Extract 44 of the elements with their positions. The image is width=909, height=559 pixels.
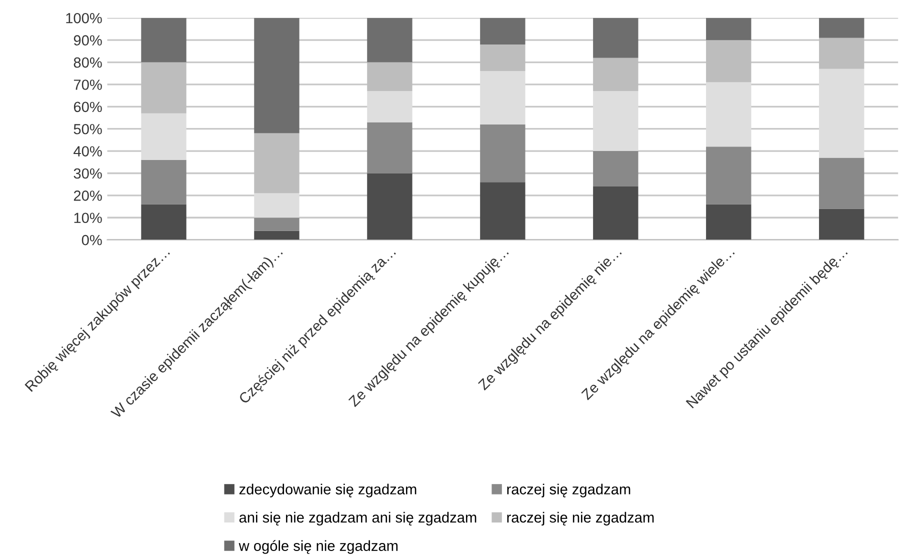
- y-tick-label: 30%: [74, 168, 102, 179]
- bar: [819, 18, 864, 38]
- y-tick-label: 20%: [74, 190, 102, 201]
- legend-label: zdecydowanie się zgadzam: [239, 484, 416, 498]
- bar: [480, 18, 526, 45]
- y-tick-label: 90%: [74, 35, 102, 46]
- y-tick-label: 50%: [74, 124, 102, 134]
- y-tick-label: 0%: [82, 234, 102, 246]
- y-tick-label: 40%: [74, 146, 102, 156]
- bar: [141, 113, 186, 160]
- bar: [141, 160, 186, 204]
- bar: [254, 230, 300, 240]
- bar: [254, 218, 300, 231]
- bar: [480, 182, 526, 240]
- y-tick-label: 10%: [74, 212, 102, 224]
- bar: [254, 193, 300, 218]
- bar: [819, 68, 864, 158]
- bar: [593, 18, 638, 58]
- bar: [706, 18, 752, 40]
- bar: [593, 151, 638, 187]
- legend-label: ani się nie zgadzam ani się zgadzam: [239, 512, 476, 526]
- bar: [593, 186, 638, 240]
- bar: [367, 18, 412, 62]
- bar: [367, 173, 412, 240]
- bar: [706, 204, 752, 240]
- bar: [706, 82, 752, 147]
- legend-label: raczej się zgadzam: [507, 484, 630, 498]
- bar: [706, 146, 752, 204]
- bar: [819, 158, 864, 209]
- bar: [254, 18, 300, 134]
- y-tick-label: 70%: [74, 80, 102, 90]
- y-tick-label: 100%: [66, 12, 102, 24]
- legend-label: w ogóle się nie zgadzam: [238, 540, 398, 554]
- legend-label: raczej się nie zgadzam: [507, 512, 654, 526]
- y-tick-label: 80%: [74, 57, 102, 68]
- bar: [141, 18, 186, 62]
- bar: [480, 124, 526, 182]
- bar: [367, 122, 412, 174]
- bar: [367, 91, 412, 122]
- bar: [819, 208, 864, 240]
- bar: [593, 91, 638, 152]
- bar: [480, 71, 526, 124]
- bar: [141, 204, 186, 240]
- y-tick-label: 60%: [74, 102, 102, 112]
